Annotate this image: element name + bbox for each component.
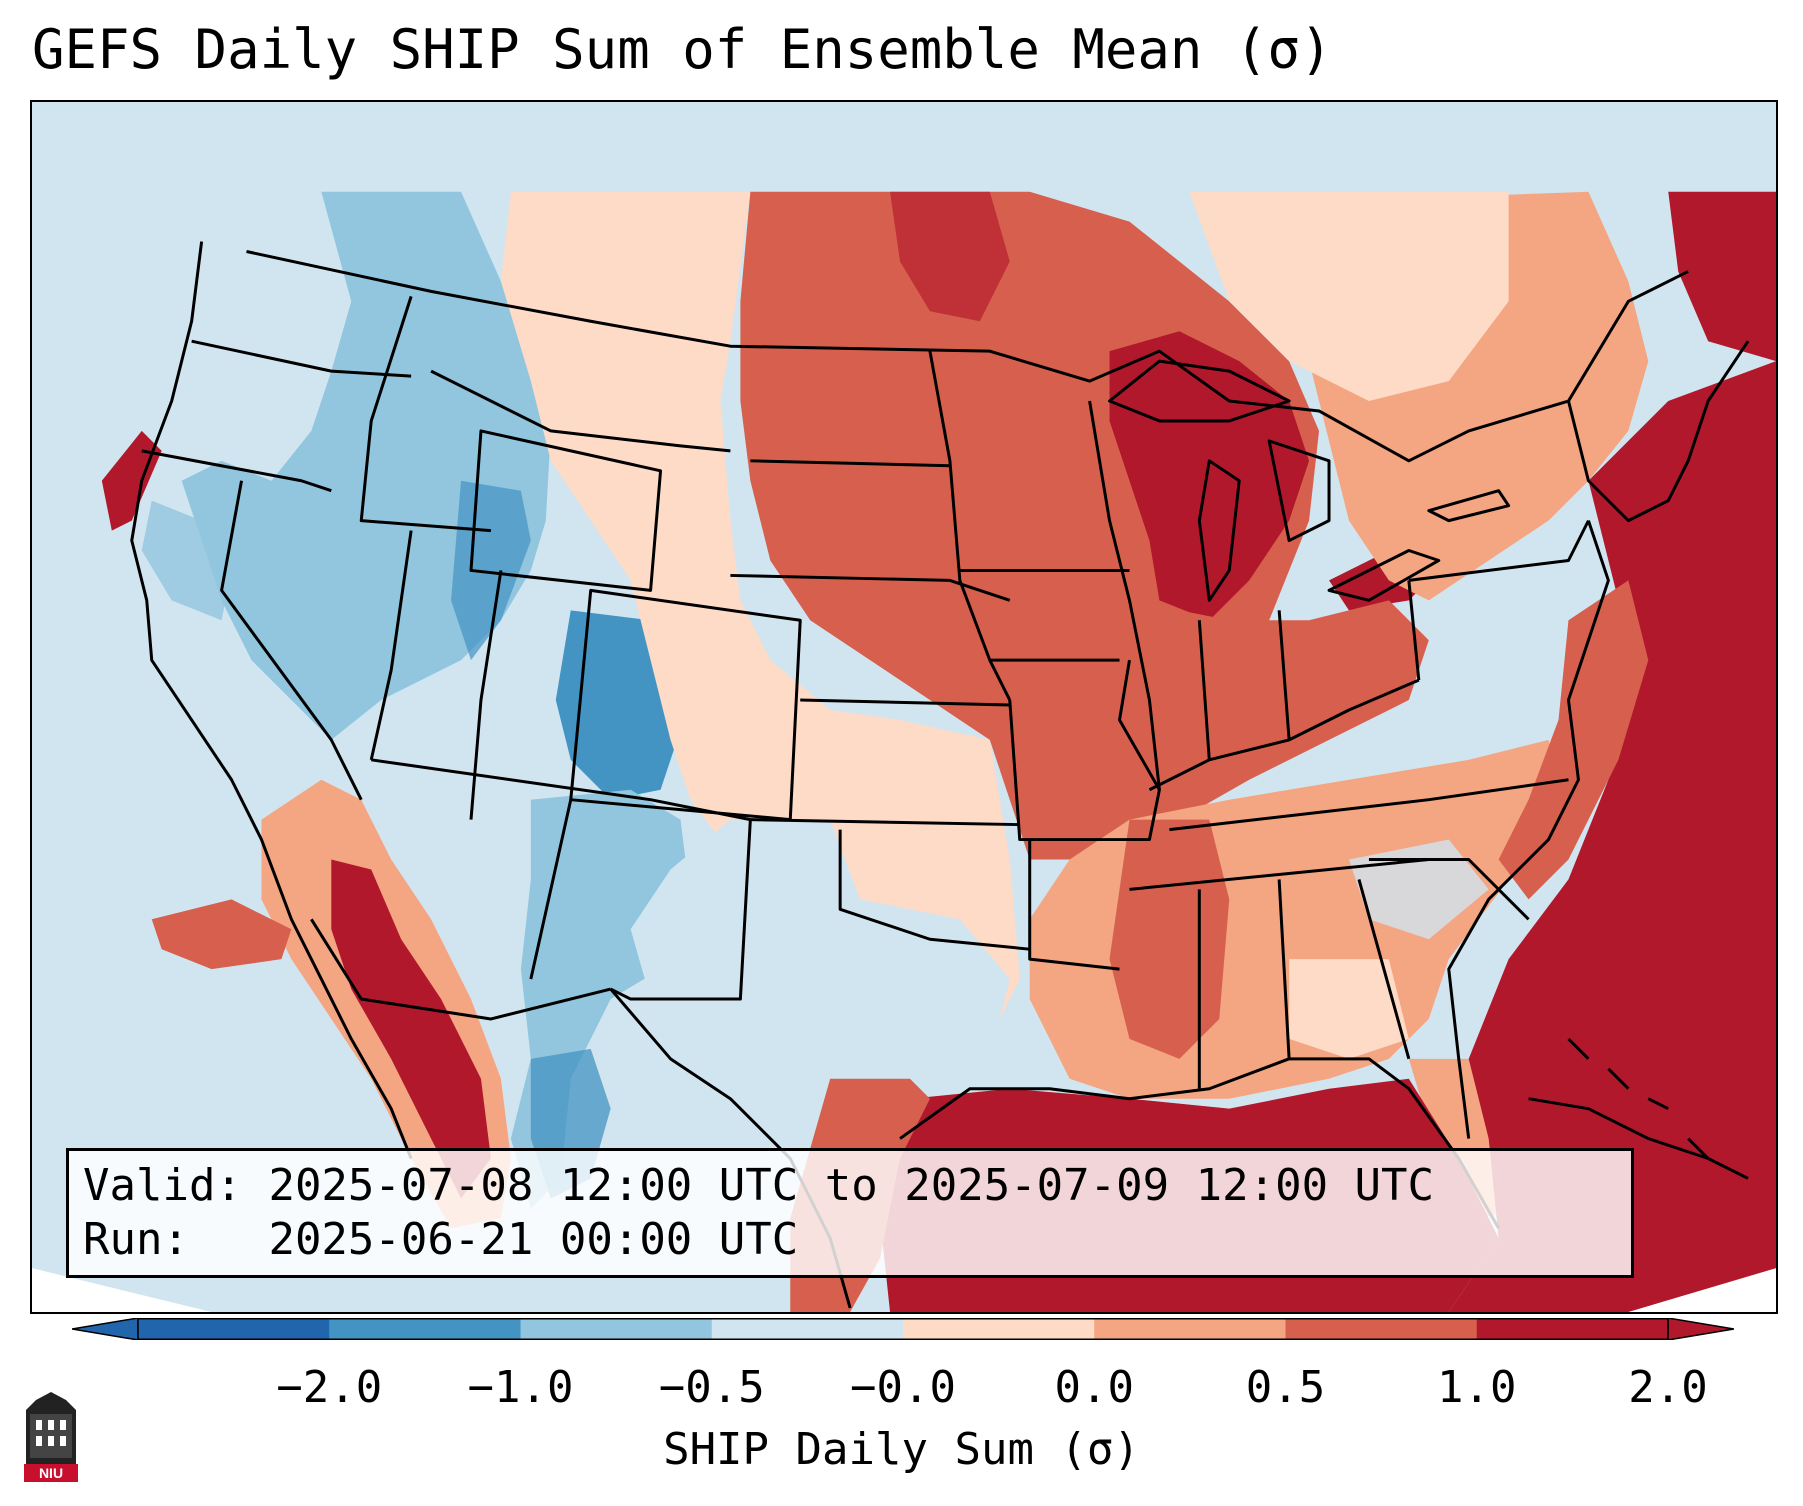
colorbar-tick-label: −1.0 xyxy=(467,1362,574,1413)
colorbar-segment xyxy=(1285,1318,1478,1340)
region-colorado-blue xyxy=(555,610,681,800)
bahamas-outline xyxy=(1567,1037,1710,1160)
lake-michigan xyxy=(1197,459,1241,602)
new-england xyxy=(1567,340,1750,523)
region-pacific-red-blob xyxy=(101,430,162,531)
montana-south xyxy=(430,369,731,453)
sd-ne-border xyxy=(730,573,1011,602)
ks-ok-border xyxy=(750,818,1020,827)
in-oh-border xyxy=(1277,610,1291,741)
ms-al-ga xyxy=(1197,879,1411,1089)
region-quebec-light xyxy=(1189,191,1509,402)
valid-label: Valid: xyxy=(83,1160,242,1211)
wy-box xyxy=(469,429,663,592)
mo-box xyxy=(1008,659,1161,842)
colorbar-extend-low xyxy=(72,1318,139,1340)
ok-tx-border xyxy=(838,829,1030,951)
east-coast xyxy=(1447,520,1610,1139)
az-nm-border xyxy=(529,799,573,980)
colorbar-tick-label: −2.0 xyxy=(276,1362,383,1413)
colorbar-segment xyxy=(1476,1318,1669,1340)
map-panel xyxy=(30,100,1778,1314)
region-mississippi-red xyxy=(1109,819,1230,1059)
region-northwest-coast xyxy=(141,500,232,621)
region-dakotas-deep xyxy=(890,191,1010,322)
nd-sd-border xyxy=(750,459,950,468)
colorbar-tick-label: 0.0 xyxy=(1054,1362,1134,1413)
region-western-atlantic xyxy=(1448,361,1776,1312)
colorbar-tick-label: 2.0 xyxy=(1628,1362,1708,1413)
or-ca-border xyxy=(141,449,332,493)
niu-logo: NIU xyxy=(24,1392,78,1482)
region-utah-blue xyxy=(451,480,531,661)
colorbar-tick-label: −0.5 xyxy=(658,1362,765,1413)
lake-ontario xyxy=(1427,489,1511,523)
tn-south xyxy=(1129,858,1429,891)
carolina-line xyxy=(1368,858,1530,921)
gulf-coast xyxy=(899,1057,1500,1230)
ky-tn-border xyxy=(1169,778,1569,832)
wa-or-border xyxy=(191,339,412,378)
validity-info-box: Valid: 2025-07-08 12:00 UTC to 2025-07-0… xyxy=(66,1148,1634,1278)
colorbar-outline xyxy=(137,1318,1669,1340)
ca-nv-border xyxy=(220,480,363,801)
lake-superior xyxy=(1108,359,1291,423)
cuba-outline xyxy=(1528,1097,1749,1180)
colorbar-extend-high xyxy=(1667,1318,1734,1340)
four-corners-line xyxy=(371,758,751,822)
colorbar-segment xyxy=(711,1318,904,1340)
dakotas-east xyxy=(928,350,1012,701)
colorbar-tick-label: −0.0 xyxy=(850,1362,956,1413)
az-mexico-border xyxy=(310,918,612,1021)
boundaries xyxy=(130,241,1750,1309)
lake-huron xyxy=(1267,439,1331,543)
run-value: 2025-06-21 00:00 UTC xyxy=(268,1214,799,1265)
anomaly-map xyxy=(32,102,1776,1312)
colorbar-segment xyxy=(138,1318,330,1340)
region-central-plains xyxy=(500,191,1020,1099)
colorbar-segment xyxy=(520,1318,713,1340)
colorbar-tick-label: 0.5 xyxy=(1245,1362,1326,1413)
run-label: Run: xyxy=(83,1214,189,1265)
svg-text:NIU: NIU xyxy=(39,1465,63,1481)
projection-edge-left xyxy=(32,1268,212,1312)
wi-mi-lines xyxy=(1088,400,1161,790)
west-coast xyxy=(130,241,413,1160)
ut-co-border xyxy=(469,570,503,820)
pa-ny-border xyxy=(1408,519,1590,582)
valid-value: 2025-07-08 12:00 UTC to 2025-07-09 12:00… xyxy=(268,1160,1435,1211)
colorbar xyxy=(72,1318,1734,1340)
nm-tx-border xyxy=(610,819,752,1001)
colorbar-segment xyxy=(329,1318,521,1340)
il-in-border xyxy=(1197,620,1211,760)
nv-ut-border xyxy=(369,530,413,761)
region-pacific-red-streak xyxy=(151,899,292,970)
ohio-river xyxy=(1148,678,1420,792)
region-baja-deep-red xyxy=(331,859,491,1199)
figure-title: GEFS Daily SHIP Sum of Ensemble Mean (σ) xyxy=(32,18,1333,81)
oh-pa-border xyxy=(1407,580,1421,681)
us-canada-border xyxy=(246,250,1689,463)
ne-ks-border xyxy=(800,698,1010,707)
colorbar-segment xyxy=(1094,1318,1286,1340)
lake-erie xyxy=(1327,549,1441,602)
colorbar-segment xyxy=(903,1318,1095,1340)
region-georgia-light xyxy=(1289,959,1409,1059)
region-atlantic-northeast-red xyxy=(1668,191,1776,362)
colorbar-tick-label: 1.0 xyxy=(1437,1362,1517,1413)
colorbar-label: SHIP Daily Sum (σ) xyxy=(663,1424,1140,1475)
idaho-border xyxy=(359,295,492,533)
ar-la-border xyxy=(1028,839,1120,971)
